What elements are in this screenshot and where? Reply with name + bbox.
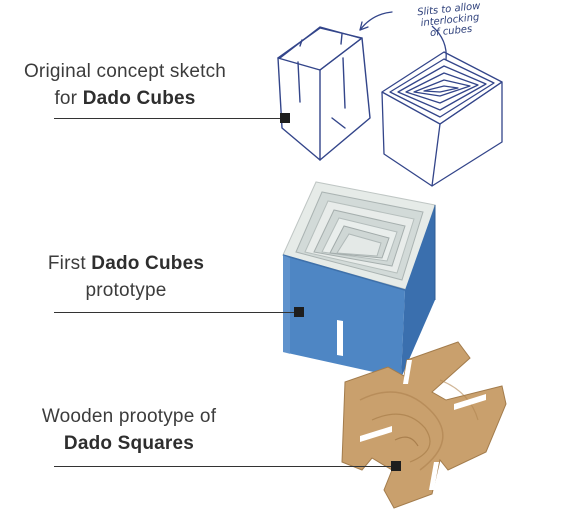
caption-text: for: [54, 88, 83, 109]
caption-bold-text: Dado Cubes: [82, 88, 196, 109]
caption-text: Original concept sketch: [23, 61, 227, 82]
leader-line-3: [54, 466, 394, 467]
caption-concept-sketch: Original concept sketch for Dado Cubes: [0, 58, 250, 112]
caption-bold-text: Dado Cubes: [91, 253, 205, 274]
caption-bold-text: Dado Squares: [63, 433, 195, 454]
caption-text: prototype: [85, 280, 167, 301]
marker-3: [391, 461, 401, 471]
leader-line-1: [54, 118, 282, 119]
leader-line-2: [54, 312, 296, 313]
caption-text: Wooden prootype of: [41, 406, 217, 427]
caption-wooden-prototype: Wooden prootype of Dado Squares: [0, 403, 258, 457]
concept-sketch-nested-cube: [381, 25, 503, 187]
dado-square-wooden: [341, 341, 507, 509]
concept-sketch-open-box: [277, 26, 371, 161]
note-arrow: [359, 11, 393, 31]
marker-2: [294, 307, 304, 317]
caption-first-prototype: First Dado Cubes prototype: [0, 250, 252, 304]
dado-cube-prototype: [282, 181, 436, 378]
marker-1: [280, 113, 290, 123]
caption-text: First: [47, 253, 92, 274]
